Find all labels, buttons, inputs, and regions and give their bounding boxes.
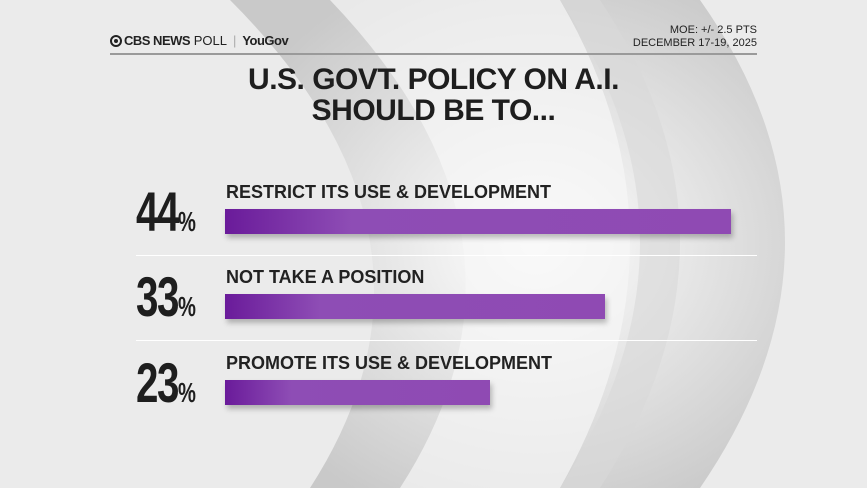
bar <box>225 209 731 234</box>
partner-logo: YouGov <box>242 33 289 48</box>
brand-name: CBS NEWS <box>124 33 191 48</box>
category-label: RESTRICT ITS USE & DEVELOPMENT <box>226 182 552 202</box>
category-label: NOT TAKE A POSITION <box>226 267 425 287</box>
title-line-1: U.S. GOVT. POLICY ON A.I. <box>248 63 619 96</box>
category-label: PROMOTE ITS USE & DEVELOPMENT <box>226 353 553 373</box>
chart-title: U.S. GOVT. POLICY ON A.I. SHOULD BE TO..… <box>0 64 867 126</box>
brand-logo: CBS NEWS POLL | YouGov <box>110 33 289 48</box>
value-label: 33% <box>136 265 196 328</box>
title-line-2: SHOULD BE TO... <box>311 94 556 127</box>
poll-dates: DECEMBER 17-19, 2025 <box>632 37 757 49</box>
bar <box>225 380 490 405</box>
header-divider <box>110 53 757 55</box>
row-divider <box>136 340 757 341</box>
margin-of-error: MOE: +/- 2.5 PTS <box>669 24 757 36</box>
bar <box>225 294 605 319</box>
poll-meta: MOE: +/- 2.5 PTS DECEMBER 17-19, 2025 <box>633 24 757 50</box>
value-label: 23% <box>136 351 196 414</box>
brand-suffix: POLL <box>193 33 227 48</box>
cbs-eye-icon <box>110 34 122 47</box>
value-label: 44% <box>136 180 196 243</box>
row-divider <box>136 255 757 256</box>
